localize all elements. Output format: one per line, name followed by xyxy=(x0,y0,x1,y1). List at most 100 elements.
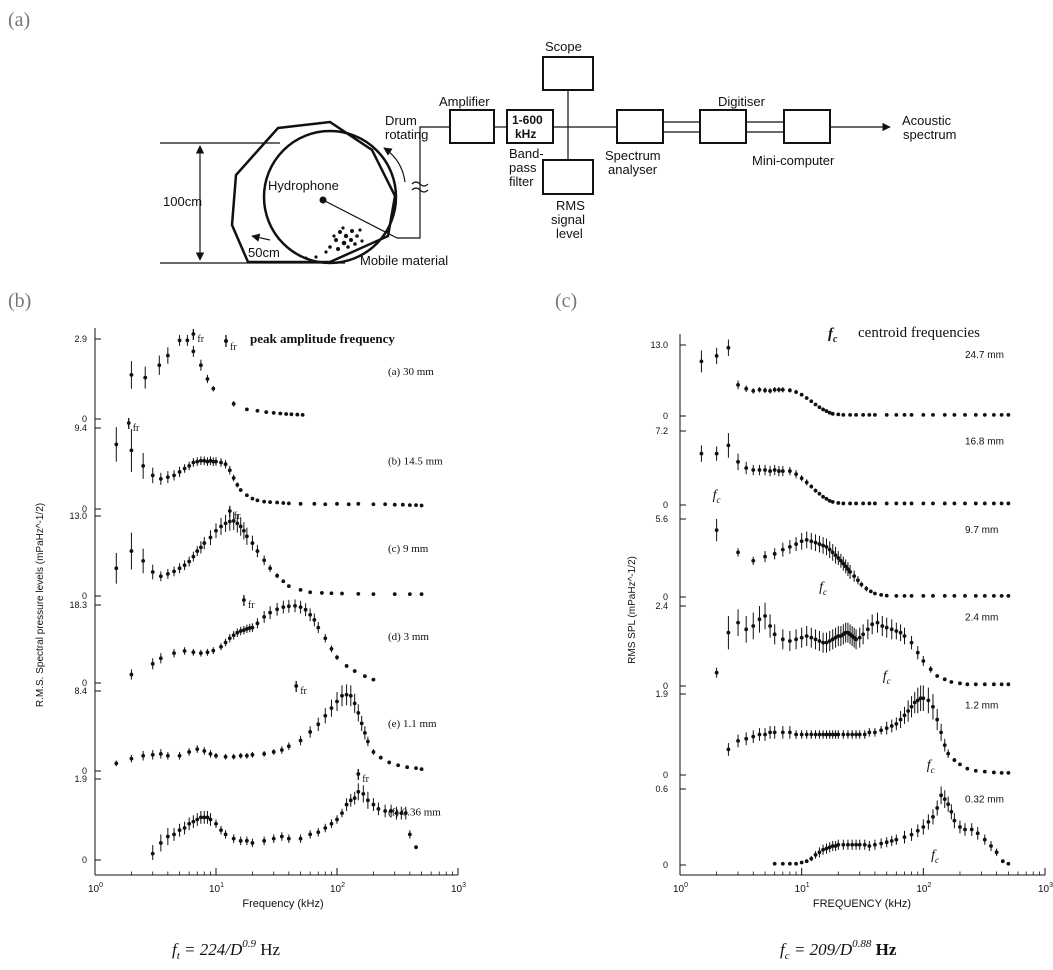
data-point xyxy=(275,607,280,612)
data-point xyxy=(999,413,1004,417)
data-point xyxy=(982,413,987,417)
data-point xyxy=(335,501,339,506)
data-point xyxy=(271,411,276,415)
minicomputer-label: Mini-computer xyxy=(752,153,835,168)
chart-b-ylabel: R.M.S. Spectral pressure levels (mPaHz^-… xyxy=(35,503,46,707)
data-point xyxy=(231,633,236,638)
fc-marker-label: fc xyxy=(931,848,939,865)
y-tick-label-zero: 0 xyxy=(82,678,87,688)
data-point xyxy=(994,850,999,855)
data-point xyxy=(809,732,814,737)
data-point xyxy=(187,464,192,468)
y-tick-label-zero: 0 xyxy=(663,770,668,780)
series-label-3: 9.7 mm xyxy=(965,525,998,536)
data-point xyxy=(407,832,412,837)
fr-marker-label: fr xyxy=(197,334,204,345)
data-point xyxy=(165,834,170,839)
data-point xyxy=(235,630,240,635)
data-point xyxy=(281,501,286,505)
data-point xyxy=(809,399,814,404)
data-point xyxy=(949,809,954,814)
data-point xyxy=(329,591,334,596)
y-tick-label-zero: 0 xyxy=(663,500,668,510)
data-point xyxy=(195,549,200,553)
data-point xyxy=(794,390,798,394)
data-point xyxy=(921,696,926,701)
chart-b-header-marker-dot xyxy=(224,339,228,343)
data-point xyxy=(830,550,835,555)
data-point xyxy=(763,732,767,737)
data-point xyxy=(414,766,418,771)
data-point xyxy=(346,502,351,507)
data-point xyxy=(942,797,947,802)
data-point xyxy=(177,338,182,343)
data-point xyxy=(841,561,846,566)
data-point xyxy=(836,842,841,847)
acoustic-label-2: spectrum xyxy=(903,127,956,142)
data-point xyxy=(736,382,740,387)
data-point xyxy=(371,802,376,807)
data-point xyxy=(198,651,203,656)
chart-b-ylabel-text: R.M.S. Spectral pressure levels (mPaHz^-… xyxy=(35,503,46,707)
data-point xyxy=(952,593,957,598)
data-point xyxy=(736,738,740,743)
data-point xyxy=(841,732,846,737)
data-point xyxy=(141,753,146,758)
data-point xyxy=(935,674,940,678)
series-label-4: (d) 3 mm xyxy=(388,631,429,643)
data-point xyxy=(419,767,424,771)
data-point xyxy=(830,844,835,848)
data-point xyxy=(942,593,947,598)
data-point xyxy=(371,677,376,682)
data-point xyxy=(241,528,246,533)
data-point xyxy=(235,521,240,526)
chart-c-ylabel-text: RMS SPL (mPaHz^-1/2) xyxy=(627,556,638,664)
chart-b-title: peak amplitude frequency xyxy=(250,331,395,346)
data-point xyxy=(813,402,818,407)
data-point xyxy=(915,698,920,703)
data-point xyxy=(780,637,785,642)
data-point xyxy=(838,558,843,563)
data-point xyxy=(991,770,996,775)
data-point xyxy=(772,387,777,392)
fc-marker-label: fc xyxy=(713,488,721,505)
cable-break xyxy=(411,181,429,193)
scope-label: Scope xyxy=(545,39,582,54)
chart-c-formula-lhs: f xyxy=(780,940,787,959)
data-point xyxy=(894,593,899,598)
data-point xyxy=(329,647,334,651)
data-point xyxy=(214,528,218,533)
data-point xyxy=(241,628,246,633)
data-point xyxy=(965,682,970,687)
series-1: 13.0 0 24.7 mm xyxy=(650,339,1011,421)
data-point xyxy=(902,501,907,506)
chart-c-ylabel: RMS SPL (mPaHz^-1/2) xyxy=(627,556,638,664)
data-point xyxy=(172,832,176,837)
series-label-5: 1.2 mm xyxy=(965,701,998,712)
data-point xyxy=(751,388,756,393)
fc-marker-label: fc xyxy=(883,669,891,686)
data-point xyxy=(227,519,232,524)
data-point xyxy=(289,412,294,417)
data-point xyxy=(952,413,957,417)
data-point xyxy=(231,754,236,759)
data-point xyxy=(383,502,388,507)
series-label-3: (c) 9 mm xyxy=(388,543,429,555)
data-point xyxy=(833,553,838,558)
data-point xyxy=(909,640,914,645)
data-point xyxy=(830,637,835,642)
chart-b-x-ticks: 100 101 102 103 xyxy=(88,868,466,895)
series-1: 2.9 0 (a) 30 mm fr xyxy=(74,329,434,424)
data-point xyxy=(787,861,792,866)
data-point xyxy=(804,537,809,542)
hydrophone-label: Hydrophone xyxy=(268,178,339,193)
data-point xyxy=(195,817,200,822)
spectrum-label-2: analyser xyxy=(608,162,658,177)
data-point xyxy=(387,760,392,765)
mobile-material-label: Mobile material xyxy=(360,253,448,268)
data-point xyxy=(999,682,1004,687)
data-point xyxy=(921,659,926,663)
data-point xyxy=(952,818,957,823)
data-point xyxy=(223,754,228,759)
